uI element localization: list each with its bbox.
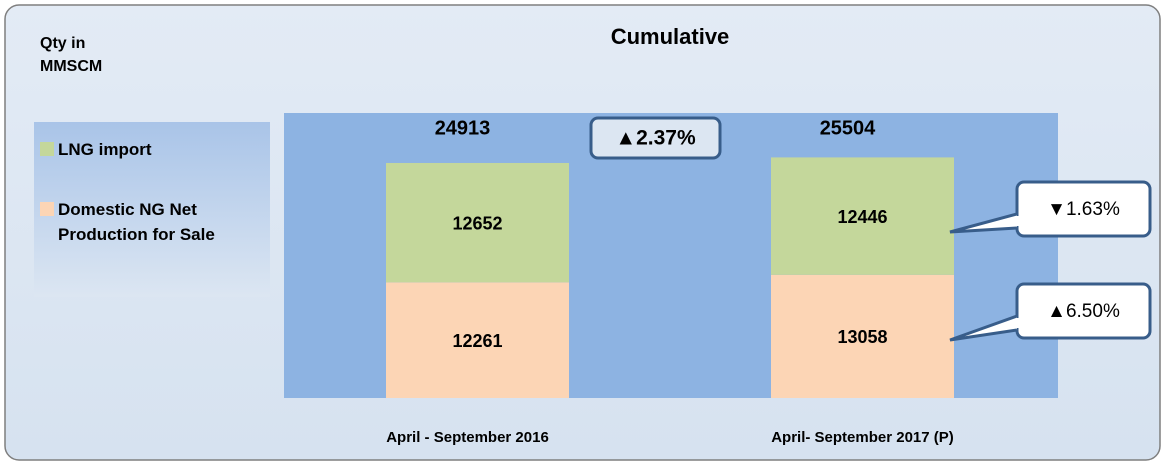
bar-value-label: 12446	[837, 207, 887, 227]
bar-segment	[386, 162, 569, 283]
bar-value-label: 12652	[452, 213, 502, 233]
x-tick-label: April - September 2016	[386, 429, 549, 446]
x-tick-label: April- September 2017 (P)	[771, 429, 954, 446]
bar-segment	[771, 274, 954, 398]
callout-pointer	[949, 314, 1018, 342]
annotation: ▲6.50%	[1047, 301, 1120, 322]
bar-segment	[771, 157, 954, 275]
total-label: 25504	[820, 117, 876, 139]
callout-cover	[1016, 216, 1020, 226]
callout-box	[589, 116, 722, 160]
annotation: ▼1.63%	[1047, 199, 1120, 220]
callout-box	[1015, 180, 1152, 238]
bar-value-label: 13058	[837, 327, 887, 347]
callout-cover	[1016, 318, 1020, 328]
callout-box	[1015, 282, 1152, 340]
bar-value-label: 12261	[452, 331, 502, 351]
chart-title: Cumulative	[611, 24, 730, 49]
bar-segment	[386, 282, 569, 398]
y-axis-label: Qty in MMSCM	[40, 35, 103, 75]
legend-swatch	[40, 142, 54, 156]
legend-box	[34, 122, 270, 297]
total-label: 24913	[435, 117, 491, 139]
annotation: ▲2.37%	[615, 127, 696, 150]
legend-label: LNG import	[58, 140, 152, 159]
legend-label: Domestic NG Net Production for Sale	[58, 200, 215, 244]
legend-swatch	[40, 202, 54, 216]
callout-pointer	[949, 212, 1018, 234]
